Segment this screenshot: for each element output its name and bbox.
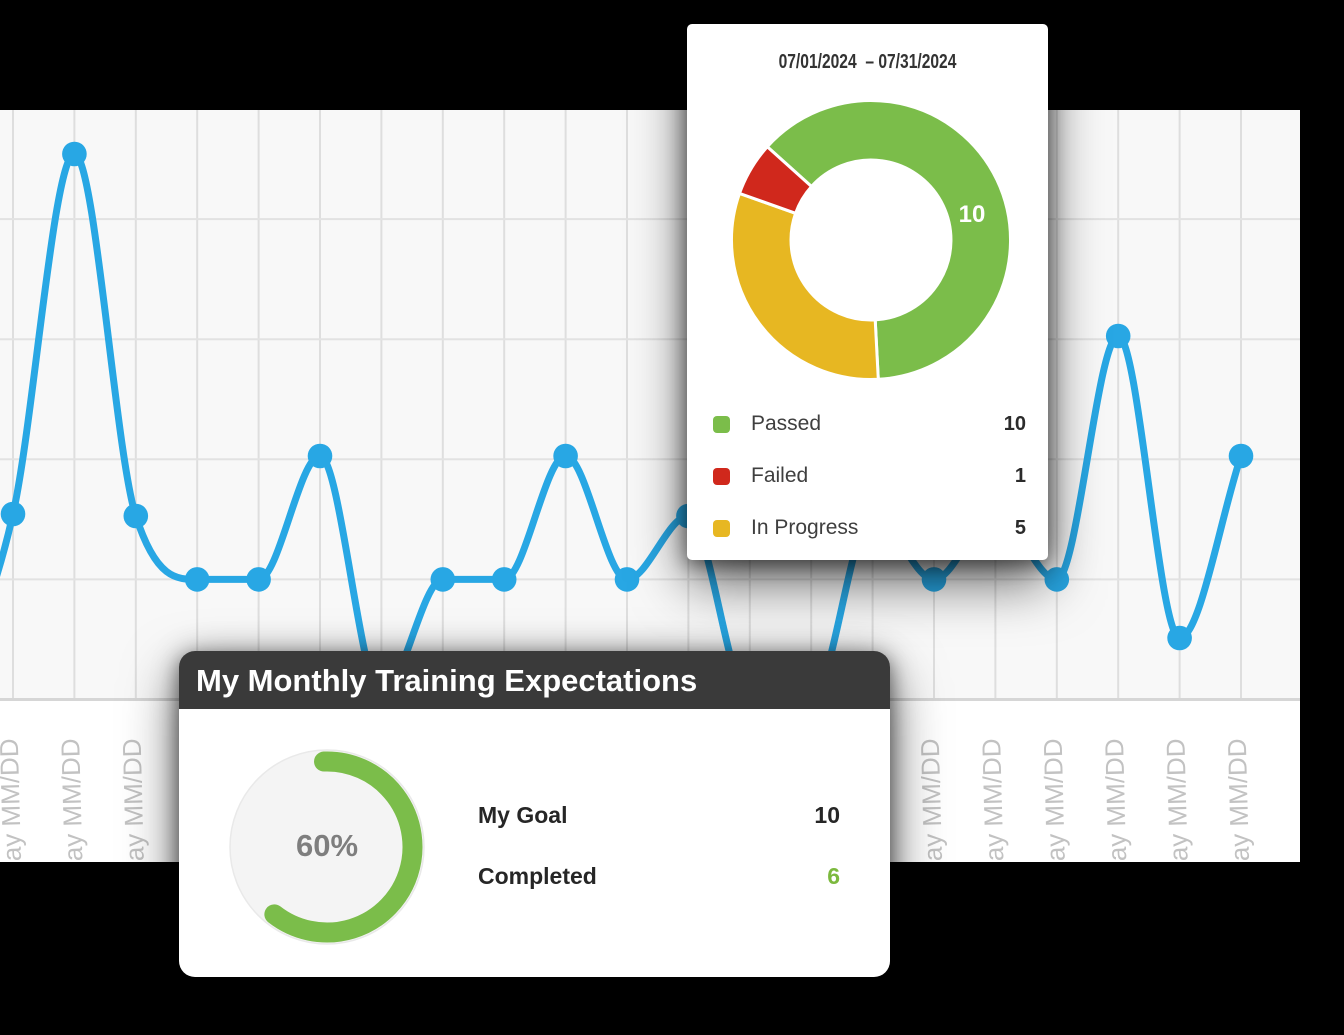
svg-text:ay MM/DD: ay MM/DD — [976, 738, 1009, 862]
svg-text:ay MM/DD: ay MM/DD — [117, 738, 150, 862]
svg-text:10: 10 — [959, 201, 986, 228]
svg-text:ay MM/DD: ay MM/DD — [1099, 738, 1132, 862]
svg-text:ay MM/DD: ay MM/DD — [55, 738, 88, 862]
svg-text:ay MM/DD: ay MM/DD — [1160, 738, 1193, 862]
svg-text:ay MM/DD: ay MM/DD — [915, 738, 948, 862]
svg-text:ay MM/DD: ay MM/DD — [1222, 738, 1255, 862]
svg-text:60%: 60% — [296, 828, 358, 863]
svg-text:ay MM/DD: ay MM/DD — [0, 738, 27, 862]
svg-text:ay MM/DD: ay MM/DD — [1038, 738, 1071, 862]
